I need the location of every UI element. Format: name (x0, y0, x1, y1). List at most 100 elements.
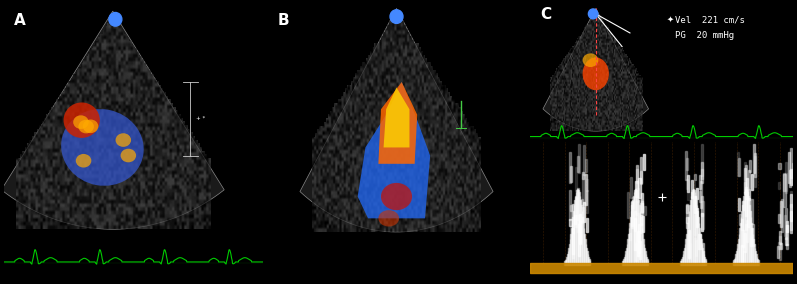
Bar (640, 199, 642, 231)
Bar (699, 175, 701, 189)
Bar (631, 201, 633, 226)
Bar (702, 243, 705, 264)
Bar (685, 158, 688, 170)
Bar (746, 178, 748, 199)
Bar (574, 215, 576, 224)
Bar (641, 201, 643, 212)
Polygon shape (543, 9, 649, 131)
Bar (752, 199, 753, 224)
Bar (686, 205, 688, 223)
Bar (693, 196, 696, 213)
Bar (693, 238, 696, 263)
Bar (744, 182, 746, 192)
Bar (786, 221, 788, 245)
Bar (697, 188, 698, 199)
Bar (737, 152, 739, 176)
Bar (632, 197, 634, 208)
Bar (691, 180, 693, 198)
Circle shape (390, 10, 403, 23)
Bar (745, 187, 748, 216)
Bar (788, 152, 791, 183)
Bar (792, 163, 795, 185)
Bar (701, 196, 703, 216)
Bar (738, 158, 740, 176)
Bar (577, 156, 579, 172)
Bar (579, 214, 581, 244)
Bar (575, 197, 577, 227)
Ellipse shape (76, 154, 92, 168)
Bar (630, 202, 633, 228)
Bar (569, 190, 571, 220)
Bar (643, 154, 646, 170)
Bar (742, 230, 744, 247)
Bar (754, 153, 756, 177)
Bar (587, 218, 588, 232)
Bar (738, 198, 740, 212)
Bar (687, 180, 689, 200)
Circle shape (588, 9, 598, 19)
Bar (754, 156, 756, 187)
Bar (571, 228, 574, 254)
Ellipse shape (120, 149, 136, 162)
Bar (744, 233, 746, 252)
Bar (785, 208, 787, 239)
Bar (627, 192, 629, 218)
Bar (741, 245, 744, 263)
Bar (748, 189, 750, 201)
Bar (686, 179, 688, 189)
Bar (785, 173, 787, 193)
Bar (688, 229, 689, 258)
Bar (686, 217, 689, 228)
Bar (635, 190, 638, 214)
Ellipse shape (83, 120, 98, 133)
Bar (776, 246, 779, 258)
Bar (636, 165, 638, 191)
Bar (570, 205, 571, 211)
Bar (582, 172, 584, 179)
Text: A: A (14, 13, 26, 28)
Circle shape (109, 12, 122, 26)
Ellipse shape (381, 183, 412, 210)
Bar (579, 221, 582, 243)
Text: ✦: ✦ (667, 15, 673, 24)
Bar (634, 211, 636, 231)
Bar (781, 199, 783, 232)
Bar (634, 218, 637, 250)
Bar (640, 156, 642, 183)
Bar (784, 215, 787, 236)
Bar (785, 237, 787, 245)
Bar (748, 198, 749, 227)
Bar (695, 241, 697, 256)
Text: B: B (277, 13, 289, 28)
Bar (743, 251, 744, 265)
Bar (568, 152, 571, 183)
Bar (640, 171, 642, 183)
Bar (739, 214, 741, 225)
Bar (790, 195, 792, 222)
Ellipse shape (78, 120, 94, 133)
Bar (570, 226, 572, 243)
Bar (789, 170, 791, 187)
Bar (689, 243, 691, 259)
Bar (742, 201, 744, 210)
Bar (748, 170, 750, 188)
Bar (780, 201, 783, 227)
Bar (701, 169, 703, 179)
Text: C: C (540, 7, 552, 22)
Bar (585, 174, 587, 204)
Polygon shape (2, 11, 224, 229)
Bar (639, 241, 642, 259)
Ellipse shape (64, 103, 100, 138)
Bar (570, 220, 571, 226)
Text: PG  20 mmHg: PG 20 mmHg (674, 32, 734, 40)
Bar (572, 204, 574, 233)
Bar (744, 162, 746, 180)
Ellipse shape (379, 210, 399, 227)
Bar (787, 225, 788, 233)
Bar (746, 220, 748, 242)
Bar (578, 224, 580, 256)
Bar (744, 168, 746, 194)
Bar (749, 160, 751, 172)
Bar (699, 191, 701, 202)
Bar (638, 178, 641, 198)
